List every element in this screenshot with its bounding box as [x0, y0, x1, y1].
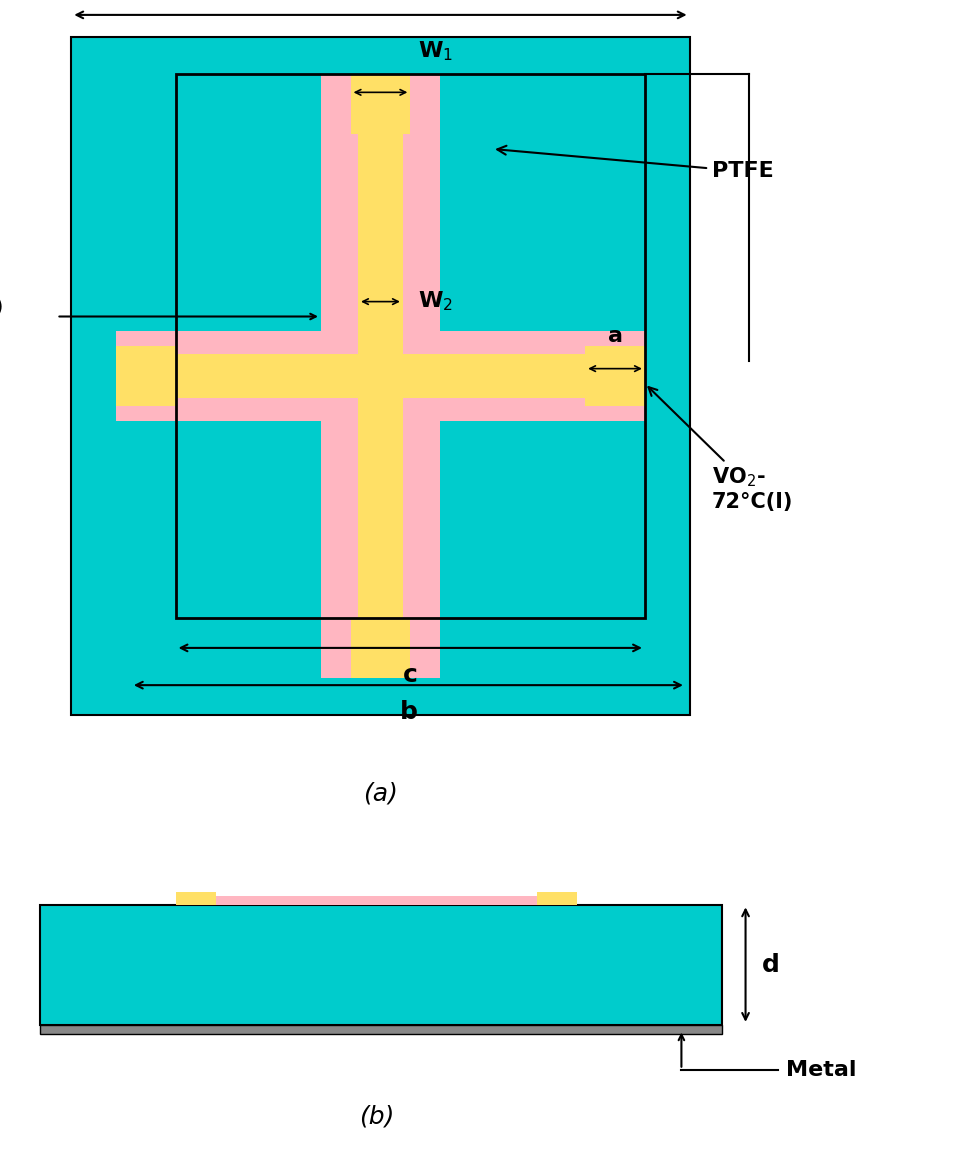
Text: PTFE: PTFE	[497, 146, 773, 182]
Bar	[40, 1025, 721, 1034]
Bar	[584, 346, 644, 406]
Text: a: a	[607, 326, 622, 346]
Bar	[116, 354, 644, 399]
Text: W$_1$: W$_1$	[417, 39, 453, 62]
Bar	[40, 904, 721, 1025]
Text: VO$_2$-
72°C(I): VO$_2$- 72°C(I)	[648, 387, 793, 512]
Text: (a): (a)	[362, 782, 398, 805]
Bar	[351, 618, 409, 678]
Bar	[176, 893, 216, 904]
Text: d: d	[761, 953, 778, 977]
Text: c: c	[403, 663, 417, 687]
Bar	[357, 75, 403, 678]
Text: Metal: Metal	[785, 1059, 855, 1080]
Text: (b): (b)	[358, 1105, 394, 1129]
Text: W$_2$: W$_2$	[417, 290, 453, 314]
Bar	[351, 75, 409, 134]
Text: b: b	[399, 700, 417, 724]
Bar	[176, 896, 577, 904]
Bar	[71, 37, 689, 715]
Bar	[536, 893, 577, 904]
Bar	[116, 331, 644, 421]
Bar	[321, 75, 439, 678]
Bar	[176, 75, 644, 618]
Bar	[116, 346, 176, 406]
Text: 60°C(I): 60°C(I)	[0, 296, 4, 316]
